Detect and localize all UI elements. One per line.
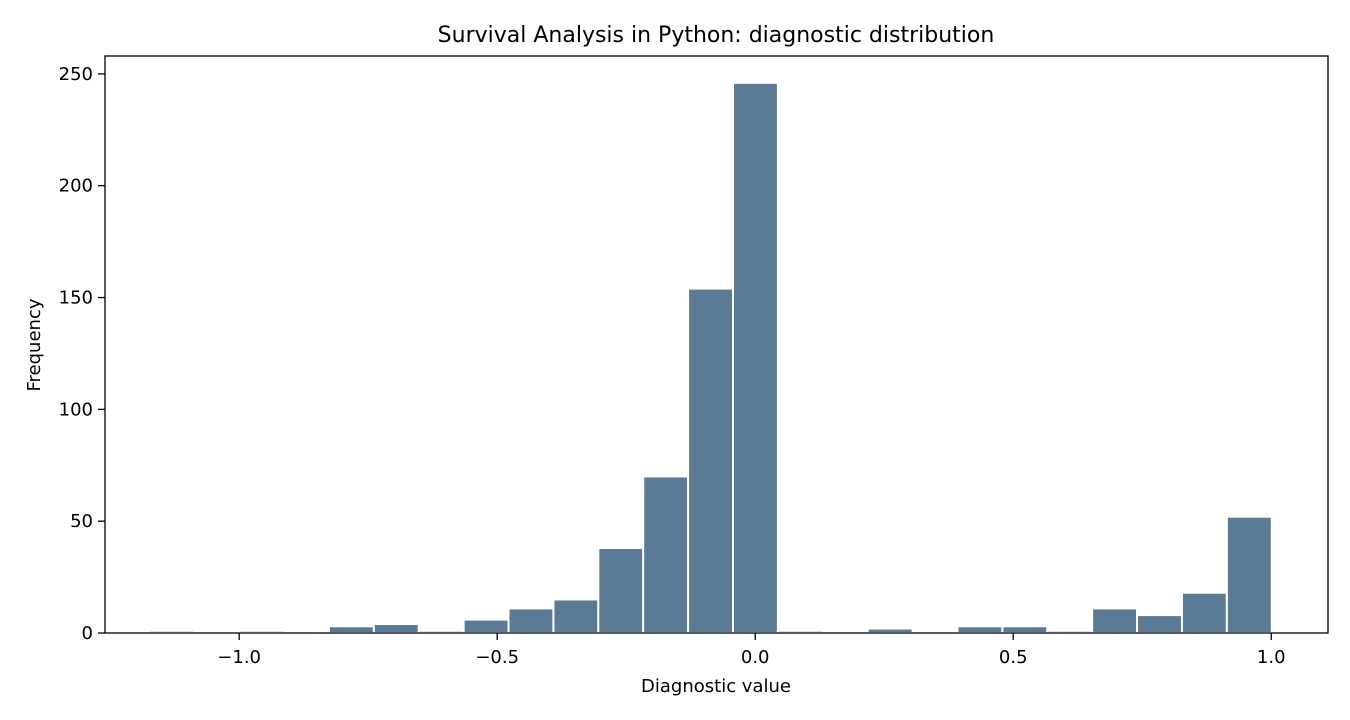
y-tick-label: 150 (59, 288, 93, 309)
histogram-bar (327, 625, 375, 635)
histogram-bar (687, 287, 735, 634)
x-tick-label: 0.0 (741, 647, 770, 668)
x-tick-label: −0.5 (475, 647, 519, 668)
histogram-bar (732, 81, 779, 634)
histogram-bar (866, 627, 914, 635)
x-tick-label: 0.5 (999, 647, 1028, 668)
histogram-bar (956, 625, 1004, 635)
histogram-bar (1001, 625, 1049, 635)
bars-group (148, 81, 1273, 635)
plot-frame (104, 55, 1329, 634)
y-tick-label: 0 (82, 623, 93, 644)
histogram-bar (1225, 515, 1273, 635)
x-tick-label: −1.0 (217, 647, 261, 668)
y-tick-label: 200 (59, 176, 93, 197)
histogram-bar (642, 475, 690, 634)
histogram-bar (507, 607, 555, 635)
y-tick-label: 100 (59, 399, 93, 420)
chart-title: Survival Analysis in Python: diagnostic … (438, 23, 995, 48)
histogram-bar (1136, 614, 1183, 634)
x-tick-label: 1.0 (1257, 647, 1286, 668)
y-tick-label: 50 (70, 511, 93, 532)
histogram-bar (597, 547, 645, 634)
histogram-bar (1180, 591, 1228, 635)
x-axis-ticks: −1.0 −0.5 0.0 0.5 1.0 (217, 633, 1286, 668)
y-axis-label: Frequency (24, 298, 45, 391)
histogram-bar (372, 623, 420, 634)
x-axis-label: Diagnostic value (641, 676, 791, 697)
y-tick-label: 250 (59, 64, 93, 85)
y-axis-ticks: 0 50 100 150 200 250 (59, 64, 105, 644)
histogram-bar (552, 598, 600, 635)
histogram-bar (1091, 607, 1139, 635)
histogram-bar (462, 618, 510, 635)
